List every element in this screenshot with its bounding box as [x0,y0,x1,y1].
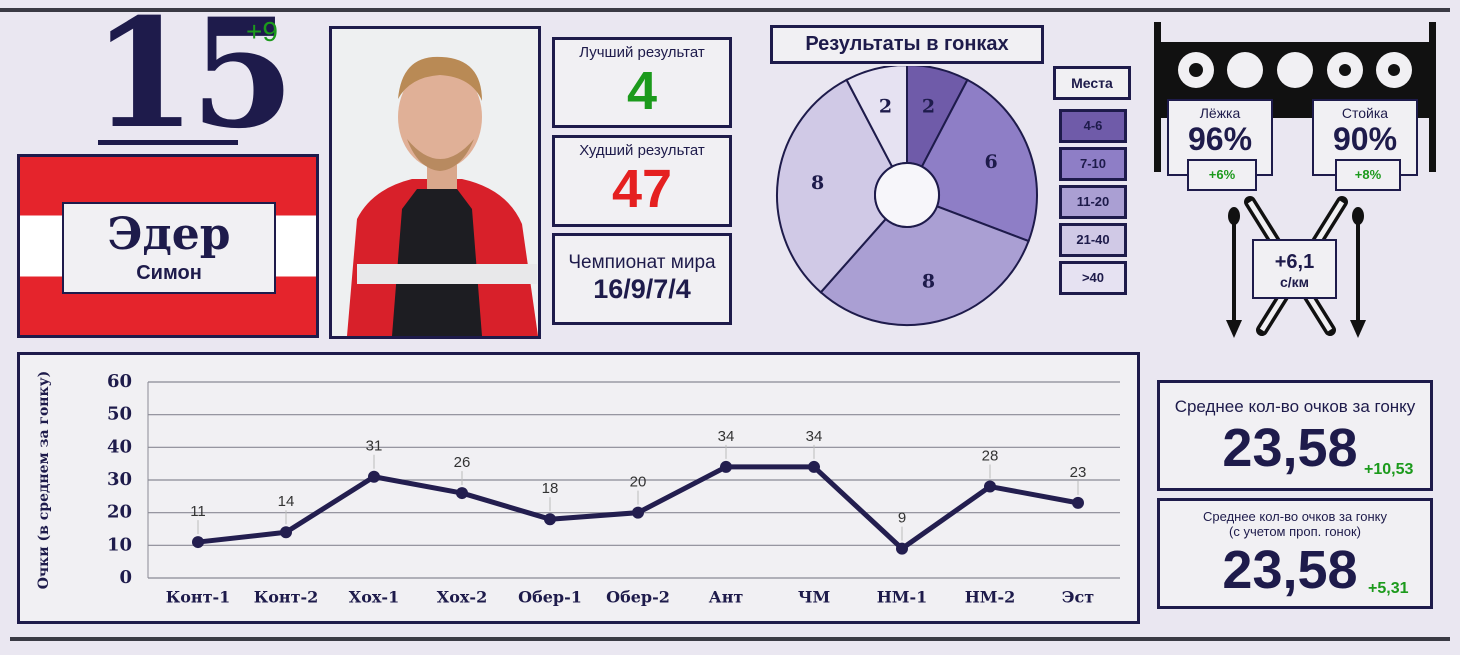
x-tick-label: НМ-1 [877,588,928,607]
x-tick-label: Конт-2 [254,588,319,607]
point [632,506,644,519]
stat-value: 47 [611,159,673,219]
x-tick-label: Эст [1062,588,1094,607]
value-label: 14 [278,493,295,510]
value-label: 23 [1070,464,1087,481]
average-note: (с учетом проп. гонок) [1229,524,1361,539]
photo-art [347,56,538,336]
point [808,460,820,473]
rank: 15 [92,0,295,162]
value-label: 28 [982,448,999,465]
photo [329,26,541,339]
y-tick-label: 20 [107,502,132,523]
stat-label: Чемпионат мира [568,252,716,273]
pie-label: 6 [985,151,998,173]
value-label: 9 [898,510,906,527]
value-label: 11 [190,503,206,520]
y-tick-label: 50 [107,404,132,425]
speed-card: +6,1 с/км [1252,239,1337,299]
x-tick-label: Конт-1 [166,588,231,607]
prone-change: +6% [1187,159,1257,191]
point [896,542,908,555]
y-tick-label: 10 [107,534,132,555]
stat-value: 4 [626,61,658,121]
standing-value: 90% [1332,121,1398,157]
bottom-rule [10,637,1450,641]
y-axis-label: Очки (в среднем за гонку) [36,371,52,590]
pie-hole [874,162,940,228]
first-name: Симон [136,262,202,284]
point [456,487,468,500]
legend-item: 7-10 [1059,147,1127,181]
pie-label: 8 [811,172,824,194]
stat-card: Худший результат 47 [552,135,732,227]
x-tick-label: Ант [709,588,744,607]
point [544,513,556,526]
legend-title: Места [1053,66,1131,100]
x-tick-label: НМ-2 [965,588,1016,607]
prone-label: Лёжка [1199,105,1241,121]
stat-label: Лучший результат [579,44,705,61]
line-chart: Очки (в среднем за гонку) 0 10 20 30 40 50 60 Ко… [36,371,1120,607]
legend-item: 21-40 [1059,223,1127,257]
point [1072,496,1084,509]
x-tick-label: Обер-1 [518,588,582,607]
surname: Эдер [107,209,231,260]
value-label: 34 [806,428,823,445]
point [368,470,380,483]
y-tick-label: 40 [107,436,132,457]
top-rule [0,8,1450,12]
x-tick-label: Хох-1 [349,588,399,607]
flag: Эдер Симон [17,154,319,338]
line-panel [17,352,1140,624]
average-value: 23,58 [1222,418,1358,478]
pie-label: 2 [879,96,892,118]
value-label: 26 [454,454,471,471]
value-label: 34 [718,428,735,445]
speed-value: +6,1 [1274,251,1315,273]
pie-title: Результаты в гонках [770,25,1044,64]
point [192,536,204,549]
average-change: +10,53 [1364,461,1414,478]
stat-label: Худший результат [579,142,705,159]
name-card: Эдер Симон [62,202,276,294]
value-label: 31 [366,438,383,455]
standing-label: Стойка [1341,105,1389,121]
legend-item: 11-20 [1059,185,1127,219]
prone-value: 96% [1187,121,1253,157]
stat-value: 16/9/7/4 [593,274,691,304]
average-label: Среднее кол-во очков за гонку [1174,397,1416,416]
point [280,526,292,539]
x-tick-label: ЧМ [798,588,830,607]
average-change: +5,31 [1368,580,1409,597]
average-label: Среднее кол-во очков за гонку [1203,509,1387,524]
y-tick-label: 0 [119,567,132,588]
x-tick-label: Обер-2 [606,588,670,607]
pie-label: 2 [922,96,935,118]
rank-underline [98,140,238,145]
point [720,460,732,473]
rank-change: +9 [246,16,278,47]
average-value: 23,58 [1222,540,1358,600]
legend-item: >40 [1059,261,1127,295]
average-card: Среднее кол-во очков за гонку (с учетом … [1157,498,1433,609]
speed-unit: с/км [1279,274,1310,290]
legend-item: 4-6 [1059,109,1127,143]
standing-change: +8% [1335,159,1401,191]
pie-label: 8 [922,270,935,292]
point [984,480,996,493]
pie-chart: 2 6 8 8 2 [776,66,1038,326]
y-tick-label: 30 [107,469,132,490]
x-tick-label: Хох-2 [437,588,487,607]
value-label: 20 [630,474,647,491]
stat-card: Чемпионат мира 16/9/7/4 [552,233,732,325]
value-label: 18 [542,480,559,497]
stat-card: Лучший результат 4 [552,37,732,128]
y-tick-label: 60 [107,371,132,392]
average-card: Среднее кол-во очков за гонку 23,58 +10,… [1157,380,1433,491]
